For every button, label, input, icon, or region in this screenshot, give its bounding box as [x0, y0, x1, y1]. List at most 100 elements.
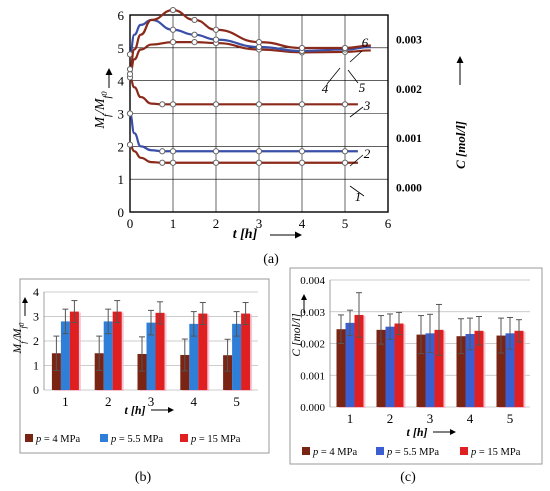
- bar: [69, 311, 79, 390]
- x-tick-label: 1: [347, 411, 354, 426]
- y-tick-label-left: 6: [118, 8, 125, 23]
- bar: [496, 335, 506, 407]
- x-tick-label: 2: [105, 394, 112, 409]
- data-point: [126, 66, 134, 73]
- bar: [456, 336, 466, 407]
- bar: [94, 353, 104, 390]
- bar: [434, 329, 444, 407]
- x-tick-label: 3: [256, 216, 263, 231]
- leader-line-5: [347, 69, 359, 84]
- data-point: [212, 159, 220, 166]
- data-point: [169, 26, 177, 33]
- legend-swatch: [180, 434, 188, 442]
- legend-entry: p = 5.5 MPa: [110, 434, 163, 445]
- series-label-5: 5: [359, 80, 366, 95]
- y-tick-label: 3: [33, 310, 39, 324]
- data-point: [126, 71, 134, 78]
- y-axis-arrowhead-left: [105, 68, 113, 75]
- y-tick-label: 0.002: [300, 339, 325, 351]
- series-label-2: 2: [364, 146, 371, 161]
- data-point: [341, 44, 349, 52]
- x-tick-label: 4: [467, 411, 474, 426]
- data-point: [169, 101, 177, 108]
- x-axis-label: t [h]: [125, 403, 146, 417]
- bar: [232, 323, 242, 390]
- bar: [137, 353, 147, 390]
- data-point: [255, 38, 263, 46]
- legend-entry: p = 4 MPa: [312, 447, 357, 458]
- legend-swatch: [100, 434, 108, 442]
- x-tick-label: 4: [299, 216, 306, 231]
- bar: [345, 322, 355, 407]
- x-axis-arrowhead: [295, 231, 302, 239]
- y-tick-label-left: 1: [118, 172, 125, 187]
- bar: [189, 323, 199, 390]
- y-tick-label-right: 0.001: [396, 133, 422, 145]
- y-tick-label: 1: [33, 359, 39, 373]
- leader-line-3: [349, 106, 364, 118]
- x-axis-arrowhead: [450, 429, 456, 435]
- x-tick-label: 2: [387, 411, 394, 426]
- x-tick-label: 6: [385, 216, 392, 231]
- data-point: [255, 159, 263, 166]
- data-point: [191, 31, 198, 38]
- data-point: [298, 148, 306, 155]
- data-point: [341, 148, 349, 155]
- panel-a-chart: 0 1 2 3 4 5 6 0 1 2 3 4 5 6 0.000 0.001 0.002 0.003 Mf/Mf0…: [93, 6, 468, 242]
- bar: [354, 314, 364, 407]
- data-point: [159, 159, 166, 166]
- panel-b-chart: 0 1 2 3 4 1 2 3 4 5 Mf/Mf0 t [h] p = 4 MPa p = 5.5 MP…: [12, 278, 270, 454]
- x-tick-label: 5: [342, 216, 349, 231]
- bar: [112, 311, 122, 390]
- series-label-6: 6: [362, 35, 369, 50]
- leader-line-6: [349, 50, 363, 63]
- data-point: [298, 159, 306, 166]
- legend-entry: p = 4 MPa: [35, 434, 80, 445]
- bar: [103, 321, 113, 390]
- caption-c: (c): [400, 470, 416, 485]
- bar: [336, 329, 346, 407]
- data-point: [212, 101, 220, 108]
- data-point: [341, 159, 349, 166]
- data-point: [212, 36, 220, 43]
- bar: [180, 354, 190, 390]
- y-tick-label: 0.004: [300, 275, 325, 287]
- leader-line-1: [349, 185, 365, 197]
- legend-entry: p = 15 MPa: [190, 434, 241, 445]
- bar: [146, 322, 156, 390]
- y-axis-label-left: Mf/Mf0: [93, 91, 113, 130]
- y-axis-arrowhead: [301, 294, 307, 300]
- legend-swatch: [460, 447, 468, 455]
- bar: [376, 329, 386, 407]
- bar: [385, 326, 395, 407]
- y-axis-label: Mf/Mf0: [12, 322, 28, 354]
- caption-b: (b): [135, 470, 152, 485]
- bar: [241, 313, 251, 390]
- leader-line-2: [349, 154, 364, 167]
- data-point: [255, 148, 263, 155]
- y-tick-label: 4: [33, 285, 39, 299]
- bar: [505, 333, 515, 407]
- bar: [474, 330, 484, 407]
- legend-swatch: [376, 447, 384, 455]
- y-tick-label: 0: [33, 383, 39, 397]
- series-line-6: [128, 8, 371, 71]
- data-point: [159, 148, 166, 155]
- y-tick-label: 0.003: [300, 307, 325, 319]
- y-axis-label-right: C [mol/l]: [453, 121, 468, 169]
- y-tick-label-right: 0.002: [396, 84, 422, 96]
- data-point: [169, 6, 177, 14]
- bar: [155, 312, 165, 390]
- data-point: [255, 101, 263, 108]
- x-tick-label: 3: [148, 394, 155, 409]
- x-tick-label: 5: [507, 411, 514, 426]
- bar: [51, 353, 61, 390]
- y-axis-arrowhead: [22, 297, 28, 303]
- x-tick-label: 3: [427, 411, 434, 426]
- data-point: [126, 110, 134, 117]
- y-tick-label-left: 5: [118, 41, 125, 56]
- y-tick-label: 0.000: [300, 402, 325, 414]
- data-point: [126, 141, 134, 148]
- x-tick-label: 4: [191, 394, 198, 409]
